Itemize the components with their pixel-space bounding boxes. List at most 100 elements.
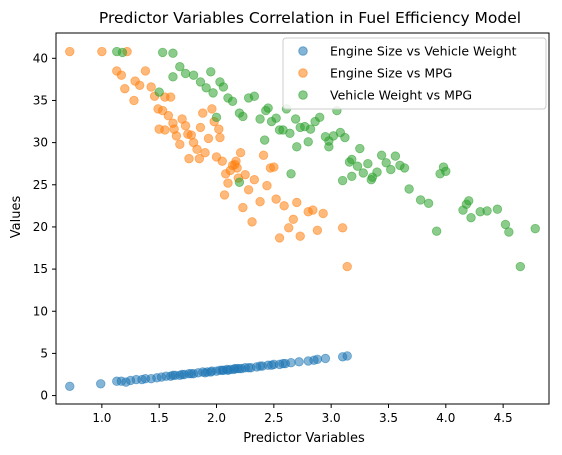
- data-point: [303, 137, 313, 147]
- data-point: [292, 197, 302, 208]
- data-point: [137, 374, 147, 385]
- data-point: [214, 124, 224, 134]
- data-point: [376, 150, 387, 160]
- data-point: [198, 108, 208, 118]
- data-point: [355, 143, 365, 154]
- data-point: [423, 198, 434, 209]
- data-point: [207, 104, 217, 114]
- data-point: [271, 194, 281, 204]
- y-axis-label: Values: [9, 196, 24, 239]
- data-point: [211, 112, 222, 123]
- x-axis-label: Predictor Variables: [243, 431, 365, 446]
- data-point: [271, 113, 281, 123]
- data-point: [308, 205, 318, 215]
- data-point: [255, 196, 265, 207]
- data-point: [120, 83, 130, 94]
- data-point: [140, 66, 151, 76]
- data-point: [157, 47, 168, 58]
- y-tick-label: 10: [33, 304, 48, 318]
- data-point: [342, 261, 352, 272]
- data-point: [347, 154, 357, 165]
- data-point: [399, 163, 410, 173]
- data-point: [96, 379, 106, 389]
- data-point: [194, 153, 205, 164]
- data-point: [530, 223, 540, 234]
- data-point: [305, 124, 316, 134]
- data-point: [288, 214, 299, 225]
- data-point: [180, 121, 191, 131]
- data-point: [175, 62, 185, 72]
- data-point: [324, 142, 334, 152]
- data-point: [309, 355, 319, 365]
- data-point: [192, 144, 202, 155]
- y-tick-label: 35: [33, 93, 48, 107]
- data-point: [243, 363, 254, 373]
- x-tick-label: 1.5: [150, 411, 169, 425]
- y-tick-label: 20: [33, 220, 48, 234]
- data-point: [363, 158, 373, 169]
- legend-marker: [298, 68, 308, 78]
- data-point: [431, 226, 442, 236]
- data-point: [390, 151, 401, 161]
- data-point: [168, 370, 178, 381]
- data-point: [358, 168, 368, 178]
- x-axis-ticks: 1.0 1.5 2.0 2.5 3.0 3.5 4.0 4.5: [92, 404, 513, 425]
- y-tick-label: 0: [40, 389, 48, 403]
- data-point: [263, 103, 273, 113]
- data-point: [285, 128, 295, 139]
- data-point: [381, 158, 391, 168]
- data-point: [464, 196, 474, 206]
- data-point: [238, 111, 248, 122]
- data-point: [215, 132, 225, 143]
- y-axis-ticks: 0 5 10 15 20 25 30 35 40: [33, 51, 56, 403]
- x-tick-label: 2.5: [264, 411, 283, 425]
- x-tick-label: 3.5: [379, 411, 398, 425]
- data-point: [154, 124, 164, 134]
- x-tick-label: 4.0: [436, 411, 455, 425]
- data-point: [258, 150, 269, 160]
- data-point: [366, 175, 376, 185]
- x-tick-label: 4.5: [494, 411, 513, 425]
- data-point: [240, 169, 250, 180]
- y-tick-label: 15: [33, 262, 48, 276]
- data-point: [386, 164, 396, 175]
- x-tick-label: 3.0: [322, 411, 341, 425]
- series-1: [65, 351, 352, 391]
- data-point: [65, 381, 75, 391]
- y-tick-label: 25: [33, 178, 48, 192]
- data-point: [337, 175, 348, 186]
- data-point: [223, 178, 233, 188]
- data-point: [219, 190, 230, 200]
- data-point: [223, 365, 233, 375]
- x-tick-label: 1.0: [92, 411, 111, 425]
- data-point: [217, 156, 227, 166]
- data-point: [278, 358, 288, 369]
- data-point: [129, 95, 139, 106]
- data-point: [65, 46, 75, 57]
- chart-title: Predictor Variables Correlation in Fuel …: [99, 9, 521, 27]
- data-point: [337, 223, 348, 233]
- data-point: [175, 139, 185, 150]
- data-point: [238, 202, 248, 213]
- data-point: [247, 217, 257, 227]
- data-point: [279, 201, 289, 211]
- data-point: [154, 87, 164, 97]
- data-point: [269, 162, 279, 172]
- data-point: [249, 91, 260, 101]
- legend-label: Engine Size vs MPG: [330, 66, 452, 81]
- data-point: [284, 223, 294, 233]
- data-point: [320, 353, 331, 364]
- data-point: [206, 367, 216, 377]
- data-point: [504, 227, 514, 237]
- data-point: [286, 357, 296, 368]
- data-point: [97, 46, 107, 57]
- data-point: [466, 212, 476, 223]
- data-point: [183, 129, 193, 139]
- plot-frame: [55, 32, 550, 405]
- data-point: [201, 83, 211, 93]
- data-point: [168, 72, 178, 82]
- data-point: [482, 206, 492, 216]
- plot-points: [65, 46, 540, 391]
- data-point: [177, 369, 187, 380]
